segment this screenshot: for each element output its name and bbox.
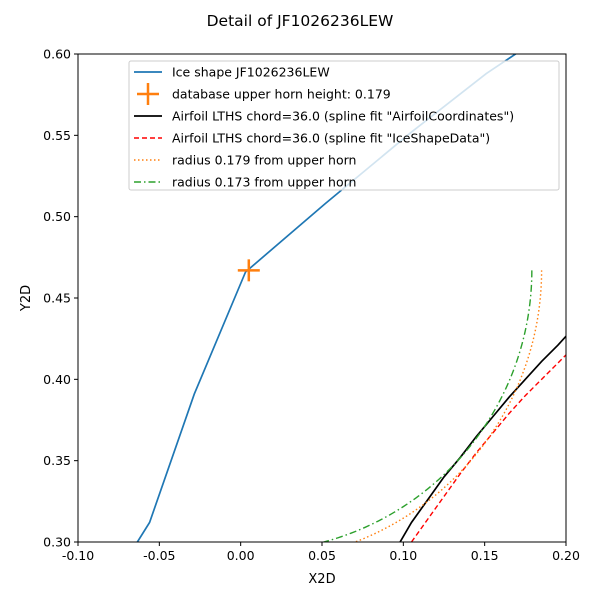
series-line-3 xyxy=(410,353,566,542)
legend-label: Airfoil LTHS chord=36.0 (spline fit "Ice… xyxy=(172,131,490,146)
x-tick-label: 0.10 xyxy=(389,548,417,563)
legend-box xyxy=(128,60,560,191)
x-tick-label: 0.00 xyxy=(227,548,255,563)
legend-item: Ice shape JF1026236LEW xyxy=(134,65,330,80)
y-tick-label: 0.60 xyxy=(43,47,71,62)
legend-item: radius 0.179 from upper horn xyxy=(134,153,356,168)
y-tick-label: 0.35 xyxy=(43,453,71,468)
y-axis: 0.30 0.35 0.40 0.45 0.50 0.55 0.60 xyxy=(43,47,78,550)
y-tick-label: 0.40 xyxy=(43,372,71,387)
chart-title: Detail of JF1026236LEW xyxy=(207,12,394,30)
legend-label: database upper horn height: 0.179 xyxy=(172,87,391,102)
y-tick-label: 0.50 xyxy=(43,209,71,224)
legend-item: radius 0.173 from upper horn xyxy=(134,175,356,190)
x-tick-label: 0.15 xyxy=(471,548,499,563)
x-tick-label: -0.10 xyxy=(62,548,94,563)
x-axis-label: X2D xyxy=(308,572,335,587)
legend-label: radius 0.173 from upper horn xyxy=(172,175,356,190)
legend-item: Airfoil LTHS chord=36.0 (spline fit "Ice… xyxy=(134,131,490,146)
x-tick-label: -0.05 xyxy=(143,548,175,563)
legend: Ice shape JF1026236LEW database upper hor… xyxy=(128,60,560,191)
legend-label: radius 0.179 from upper horn xyxy=(172,153,356,168)
y-tick-label: 0.45 xyxy=(43,291,71,306)
x-axis: -0.10 -0.05 0.00 0.05 0.10 0.15 0.20 xyxy=(62,542,580,563)
legend-label: Ice shape JF1026236LEW xyxy=(172,65,330,80)
series-line-5 xyxy=(321,270,533,542)
x-tick-label: 0.05 xyxy=(308,548,336,563)
y-tick-label: 0.30 xyxy=(43,535,71,550)
x-tick-label: 0.20 xyxy=(552,548,580,563)
legend-label: Airfoil LTHS chord=36.0 (spline fit "Air… xyxy=(172,109,514,124)
legend-item: Airfoil LTHS chord=36.0 (spline fit "Air… xyxy=(134,109,514,124)
series-line-4 xyxy=(353,270,543,542)
y-axis-label: Y2D xyxy=(19,285,34,312)
y-tick-label: 0.55 xyxy=(43,128,71,143)
horn-marker xyxy=(237,259,260,282)
legend-item: database upper horn height: 0.179 xyxy=(137,83,391,105)
